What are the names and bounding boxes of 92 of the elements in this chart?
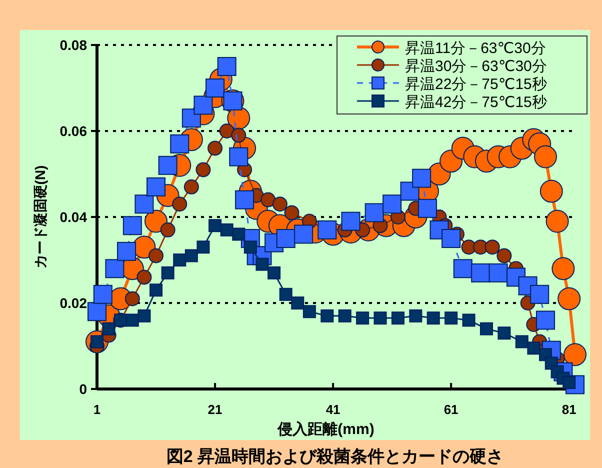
point bbox=[291, 296, 304, 310]
point bbox=[173, 254, 186, 266]
point bbox=[302, 305, 316, 318]
point bbox=[196, 240, 210, 254]
point bbox=[93, 284, 112, 304]
point bbox=[260, 192, 276, 208]
x-tick-label: 61 bbox=[444, 402, 458, 417]
point bbox=[122, 216, 142, 236]
point bbox=[146, 177, 166, 196]
x-axis-title: 侵入距離(mm) bbox=[276, 421, 374, 438]
point bbox=[184, 179, 199, 194]
point bbox=[158, 156, 178, 175]
point bbox=[471, 263, 490, 282]
legend-label: 昇温11分－63℃30分 bbox=[405, 40, 546, 57]
point bbox=[341, 212, 360, 231]
point bbox=[194, 96, 213, 115]
point bbox=[235, 190, 254, 210]
point bbox=[219, 124, 234, 138]
y-tick-label: 0.06 bbox=[60, 123, 88, 139]
point bbox=[272, 196, 288, 212]
point bbox=[217, 57, 236, 76]
point bbox=[391, 312, 404, 325]
point bbox=[382, 194, 402, 214]
point bbox=[276, 229, 296, 248]
point bbox=[412, 168, 432, 188]
point bbox=[462, 314, 476, 327]
point bbox=[150, 284, 163, 297]
point bbox=[117, 242, 136, 261]
point bbox=[88, 302, 106, 322]
legend-label: 昇温42分－75℃15秒 bbox=[405, 94, 547, 111]
point bbox=[148, 248, 164, 264]
point bbox=[294, 224, 314, 244]
point bbox=[444, 312, 458, 325]
point bbox=[496, 248, 512, 264]
point bbox=[515, 335, 528, 348]
point bbox=[364, 203, 384, 222]
point bbox=[161, 266, 174, 280]
point bbox=[184, 249, 198, 262]
point bbox=[426, 312, 440, 325]
legend-label: 昇温22分－75℃15秒 bbox=[405, 76, 547, 93]
point bbox=[536, 310, 555, 330]
point bbox=[534, 145, 557, 168]
point bbox=[136, 270, 152, 285]
point bbox=[564, 343, 586, 366]
point bbox=[138, 309, 151, 322]
point bbox=[320, 309, 334, 322]
point bbox=[480, 322, 493, 336]
point bbox=[546, 210, 569, 233]
point bbox=[530, 284, 550, 304]
point bbox=[126, 314, 139, 327]
point bbox=[160, 222, 176, 238]
point bbox=[134, 194, 154, 214]
point bbox=[105, 259, 124, 278]
point bbox=[356, 312, 370, 325]
y-tick-label: 0.04 bbox=[60, 209, 88, 225]
point bbox=[488, 263, 508, 282]
point bbox=[453, 259, 472, 278]
point bbox=[220, 223, 234, 236]
point bbox=[232, 228, 246, 241]
y-tick-label: 0.08 bbox=[60, 37, 88, 53]
y-tick-label: 0.02 bbox=[60, 295, 88, 311]
point bbox=[208, 140, 223, 156]
point bbox=[124, 291, 140, 306]
x-tick-label: 41 bbox=[326, 402, 340, 417]
point bbox=[244, 240, 257, 254]
point bbox=[409, 309, 422, 322]
point bbox=[196, 162, 211, 178]
point bbox=[170, 134, 190, 154]
y-axis-title: カード凝固硬(N) bbox=[32, 165, 48, 269]
x-tick-label: 21 bbox=[208, 402, 222, 417]
point bbox=[231, 128, 246, 143]
point bbox=[540, 180, 563, 203]
point bbox=[527, 342, 540, 355]
point bbox=[442, 229, 461, 248]
point bbox=[498, 326, 511, 340]
legend-label: 昇温30分－63℃30分 bbox=[405, 58, 547, 75]
point bbox=[208, 219, 222, 232]
point bbox=[338, 309, 352, 322]
x-tick-label: 81 bbox=[562, 402, 576, 417]
point bbox=[256, 258, 269, 271]
text: 図2 昇温時間および殺菌条件とカードの硬さ bbox=[166, 447, 504, 466]
y-tick-label: 0 bbox=[79, 381, 88, 397]
point bbox=[484, 240, 500, 255]
point bbox=[268, 266, 281, 280]
point bbox=[552, 257, 575, 280]
point bbox=[172, 196, 188, 212]
x-tick-label: 1 bbox=[93, 402, 101, 417]
point bbox=[102, 322, 116, 336]
point bbox=[284, 205, 300, 220]
point bbox=[558, 287, 581, 310]
point bbox=[279, 288, 292, 301]
point bbox=[374, 312, 387, 325]
